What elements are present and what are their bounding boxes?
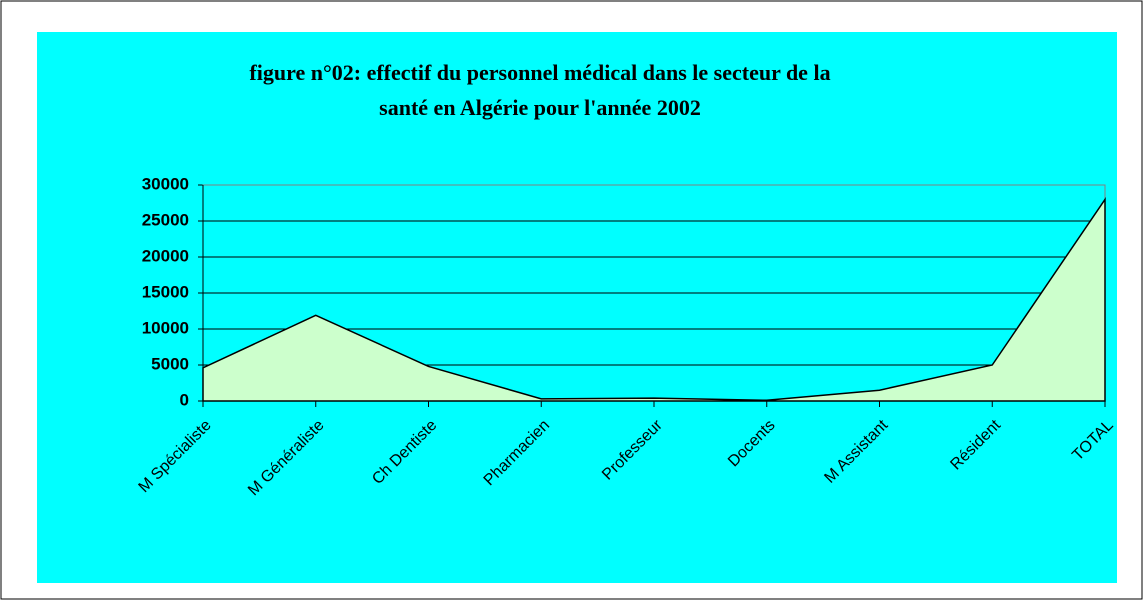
chart-title: santé en Algérie pour l'année 2002 — [379, 95, 701, 120]
y-tick-label: 5000 — [151, 354, 189, 373]
y-tick-label: 25000 — [142, 210, 189, 229]
y-tick-label: 10000 — [142, 318, 189, 337]
y-tick-label: 20000 — [142, 246, 189, 265]
area — [202, 196, 1106, 402]
chart-title: figure n°02: effectif du personnel médic… — [249, 60, 830, 85]
y-tick-label: 15000 — [142, 282, 189, 301]
chart-area — [37, 32, 1117, 583]
y-tick-label: 30000 — [142, 174, 189, 193]
y-tick-label: 0 — [180, 390, 189, 409]
